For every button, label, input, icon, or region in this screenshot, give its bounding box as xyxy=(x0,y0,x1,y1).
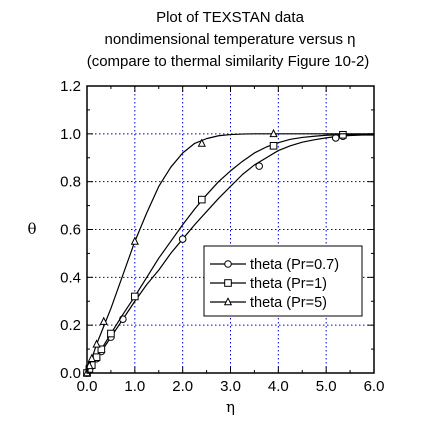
chart-title: Plot of TEXSTAN data nondimensional temp… xyxy=(87,9,370,70)
chart-title-line-2: nondimensional temperature versus η xyxy=(105,31,356,48)
data-point-square xyxy=(107,329,115,338)
legend-marker-square xyxy=(224,279,232,287)
axis-ticks: 0.0 1.0 2.0 3.0 4.0 5.0 6.0 0.0 0.2 0.4 0.6 0.8 1.0 1… xyxy=(60,78,384,395)
y-axis-label: θ xyxy=(27,220,36,238)
data-point-triangle xyxy=(269,128,278,138)
legend-item: theta (Pr=1) xyxy=(210,276,327,292)
y-tick-label: 1.2 xyxy=(60,78,81,95)
y-tick-label: 0.8 xyxy=(60,174,81,191)
chart-title-line-1: Plot of TEXSTAN data xyxy=(156,9,305,26)
x-tick-label: 2.0 xyxy=(172,378,193,395)
legend-label: theta (Pr=5) xyxy=(250,295,327,311)
data-point-square xyxy=(269,141,278,150)
x-tick-label: 0.0 xyxy=(77,378,98,395)
chart-title-line-3: (compare to thermal similarity Figure 10… xyxy=(87,53,370,70)
legend-marker-triangle xyxy=(223,297,233,306)
y-tick-label: 0.0 xyxy=(60,365,81,382)
series-line xyxy=(86,133,374,374)
legend-label: theta (Pr=0.7) xyxy=(250,257,339,273)
series-triangle xyxy=(82,128,374,377)
series-line xyxy=(86,133,374,374)
data-point-triangle xyxy=(197,138,206,147)
series-line xyxy=(86,134,374,374)
plot-frame xyxy=(86,85,375,374)
legend-marker-circle xyxy=(224,260,232,268)
y-tick-label: 0.6 xyxy=(60,222,81,239)
x-tick-label: 6.0 xyxy=(364,378,385,395)
legend-item: theta (Pr=0.7) xyxy=(210,257,339,273)
data-point-triangle xyxy=(87,353,96,362)
legend-label: theta (Pr=1) xyxy=(250,276,327,292)
x-tick-label: 5.0 xyxy=(316,378,337,395)
grid xyxy=(87,86,374,373)
y-tick-label: 1.0 xyxy=(60,126,81,143)
x-tick-label: 3.0 xyxy=(220,378,241,395)
data-point-triangle xyxy=(99,316,108,325)
legend-item: theta (Pr=5) xyxy=(210,295,327,311)
data-point-circle xyxy=(178,235,187,243)
x-tick-label: 4.0 xyxy=(268,378,289,395)
legend: theta (Pr=0.7) theta (Pr=1) theta (Pr=5) xyxy=(203,245,363,317)
data-point-square xyxy=(198,195,206,204)
y-tick-label: 0.4 xyxy=(60,269,81,286)
data-point-square xyxy=(131,292,139,301)
x-axis-label: η xyxy=(226,398,235,416)
data-point-circle xyxy=(331,134,340,142)
data-point-circle xyxy=(255,162,264,170)
data-point-square xyxy=(339,130,347,139)
data-point-square xyxy=(97,345,106,354)
x-tick-label: 1.0 xyxy=(124,378,145,395)
data-point-triangle xyxy=(92,339,101,348)
y-tick-label: 0.2 xyxy=(60,317,81,334)
data-point-triangle xyxy=(130,236,139,245)
